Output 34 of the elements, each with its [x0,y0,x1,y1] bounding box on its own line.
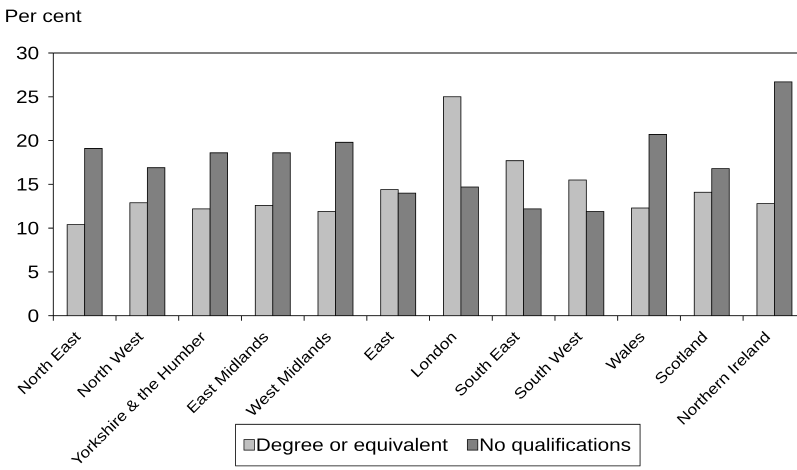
bar [506,160,524,316]
y-tick-label: 10 [18,222,38,234]
bar [398,192,416,316]
bar [129,202,148,316]
bar [694,192,712,316]
bar [66,224,86,316]
y-tick-label: 0 [28,309,38,322]
y-tick-label: 15 [18,178,38,191]
y-tick-label: 25 [17,90,38,104]
bar [711,168,730,316]
bar [84,148,103,316]
y-tick-label: 5 [28,266,38,278]
legend-label: No qualifications [480,438,630,455]
bar [460,186,479,316]
y-tick-label: 30 [16,46,38,60]
bar [318,211,336,316]
bar [523,208,542,316]
bar [586,211,604,316]
bar [631,208,650,316]
y-axis-title: Per cent [6,10,82,22]
bar [756,203,775,316]
bar [568,180,587,316]
bar [254,204,274,316]
bar [335,142,354,316]
bar [774,82,792,316]
bar [380,189,399,316]
bar [648,134,667,316]
y-tick-label: 20 [17,134,38,147]
bar [210,152,228,316]
legend-label: Degree or equivalent [258,438,448,455]
bar [146,167,166,316]
bar [443,96,462,316]
bar [192,208,210,316]
bar [272,152,291,316]
